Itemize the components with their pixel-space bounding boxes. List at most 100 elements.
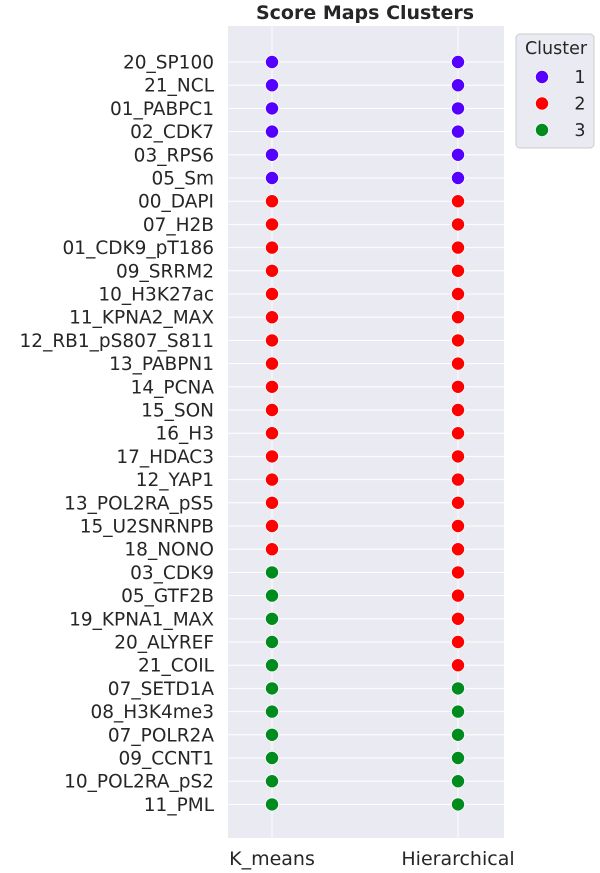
data-point xyxy=(264,426,279,441)
data-point xyxy=(450,797,465,812)
y-tick-label: 00_DAPI xyxy=(138,192,214,213)
y-tick-label: 13_POL2RA_pS5 xyxy=(64,493,214,514)
data-point xyxy=(264,472,279,487)
data-point xyxy=(264,194,279,209)
data-point xyxy=(264,101,279,116)
data-point xyxy=(264,542,279,557)
data-point xyxy=(450,101,465,116)
legend-marker xyxy=(535,96,550,111)
data-point xyxy=(450,286,465,301)
y-tick-label: 11_KPNA2_MAX xyxy=(69,308,214,329)
data-point xyxy=(450,449,465,464)
legend-entry-label: 1 xyxy=(574,68,585,88)
data-point xyxy=(264,286,279,301)
y-tick-label: 05_Sm xyxy=(151,169,214,190)
legend-marker xyxy=(535,123,550,138)
y-tick-label: 12_RB1_pS807_S811 xyxy=(20,331,214,352)
y-tick-label: 10_POL2RA_pS2 xyxy=(64,772,214,793)
data-point xyxy=(264,774,279,789)
y-tick-label: 19_KPNA1_MAX xyxy=(69,609,214,630)
y-tick-label: 09_CCNT1 xyxy=(118,749,214,770)
data-point xyxy=(264,449,279,464)
y-tick-label: 15_SON xyxy=(141,401,214,422)
y-tick-label: 10_H3K27ac xyxy=(98,285,214,306)
data-point xyxy=(450,217,465,232)
y-tick-label: 15_U2SNRNPB xyxy=(80,517,214,538)
data-point xyxy=(264,635,279,650)
data-point xyxy=(264,495,279,510)
data-point xyxy=(450,774,465,789)
data-point xyxy=(450,263,465,278)
y-tick-label: 05_GTF2B xyxy=(121,586,214,607)
y-tick-label: 21_COIL xyxy=(138,656,215,677)
y-tick-label: 01_PABPC1 xyxy=(110,99,214,120)
data-point xyxy=(450,519,465,534)
data-point xyxy=(450,356,465,371)
data-point xyxy=(450,472,465,487)
data-point xyxy=(450,78,465,93)
data-point xyxy=(264,704,279,719)
data-point xyxy=(450,170,465,185)
data-point xyxy=(264,611,279,626)
data-point xyxy=(264,217,279,232)
data-point xyxy=(264,379,279,394)
data-point xyxy=(264,263,279,278)
data-point xyxy=(450,751,465,766)
y-tick-label: 07_H2B xyxy=(143,215,214,236)
legend: Cluster 1 2 3 xyxy=(515,33,595,149)
data-point xyxy=(264,170,279,185)
data-point xyxy=(450,588,465,603)
y-tick-label: 07_POLR2A xyxy=(108,725,214,746)
y-tick-label: 01_CDK9_pT186 xyxy=(63,238,214,259)
data-point xyxy=(264,565,279,580)
y-tick-label: 02_CDK7 xyxy=(130,122,214,143)
data-point xyxy=(450,542,465,557)
y-tick-label: 14_PCNA xyxy=(131,377,215,398)
data-point xyxy=(450,194,465,209)
y-tick-label: 18_NONO xyxy=(124,540,214,561)
x-tick-label: Hierarchical xyxy=(401,848,514,870)
data-point xyxy=(450,727,465,742)
data-point xyxy=(264,55,279,70)
data-point xyxy=(264,751,279,766)
data-point xyxy=(264,240,279,255)
data-point xyxy=(264,78,279,93)
data-point xyxy=(450,635,465,650)
chart-title: Score Maps Clusters xyxy=(256,2,474,24)
data-point xyxy=(450,426,465,441)
data-point xyxy=(450,611,465,626)
y-tick-label: 20_SP100 xyxy=(123,53,214,74)
y-tick-label: 09_SRRM2 xyxy=(116,261,214,282)
data-point xyxy=(264,402,279,417)
y-tick-label: 21_NCL xyxy=(144,76,215,97)
data-points xyxy=(264,55,465,812)
y-tick-label: 16_H3 xyxy=(156,424,214,445)
data-point xyxy=(450,55,465,70)
data-point xyxy=(450,681,465,696)
legend-title: Cluster xyxy=(525,39,588,59)
y-tick-label: 12_YAP1 xyxy=(136,470,214,491)
data-point xyxy=(264,519,279,534)
y-tick-label: 08_H3K4me3 xyxy=(90,702,214,723)
data-point xyxy=(450,333,465,348)
data-point xyxy=(450,240,465,255)
legend-entries: 1 2 3 xyxy=(535,68,586,141)
data-point xyxy=(450,147,465,162)
data-point xyxy=(264,333,279,348)
legend-marker xyxy=(535,70,550,85)
legend-box xyxy=(515,33,595,149)
y-tick-label: 07_SETD1A xyxy=(108,679,215,700)
data-point xyxy=(450,379,465,394)
x-axis-tick-labels: K_means Hierarchical xyxy=(229,848,515,870)
legend-entry-label: 3 xyxy=(574,121,585,141)
y-tick-label: 13_PABPN1 xyxy=(109,354,214,375)
data-point xyxy=(264,310,279,325)
data-point xyxy=(264,124,279,139)
y-tick-label: 11_PML xyxy=(144,795,215,816)
x-tick-label: K_means xyxy=(229,848,315,870)
y-tick-label: 03_CDK9 xyxy=(130,563,214,584)
data-point xyxy=(450,704,465,719)
